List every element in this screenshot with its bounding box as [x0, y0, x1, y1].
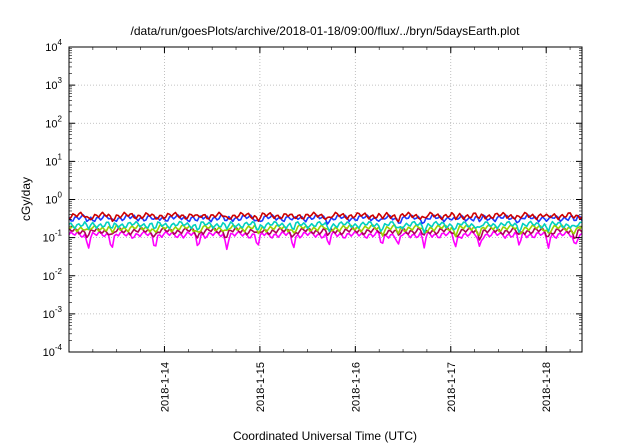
x-tick-label: 2018-1-16 — [350, 362, 362, 412]
y-tick-label: 102 — [45, 114, 62, 130]
x-tick-label: 2018-1-15 — [255, 362, 267, 412]
x-tick-label: 2018-1-18 — [541, 362, 553, 412]
chart-title: /data/run/goesPlots/archive/2018-01-18/0… — [131, 24, 521, 38]
plot-frame — [68, 46, 583, 353]
series-line — [68, 226, 583, 241]
series-line — [68, 220, 583, 234]
grid — [69, 47, 582, 352]
x-tick-label: 2018-1-14 — [159, 362, 171, 412]
y-tick-label: 100 — [45, 191, 62, 207]
series-line — [68, 211, 583, 223]
y-tick-label: 10-4 — [43, 343, 63, 359]
y-tick-label: 103 — [45, 76, 62, 92]
y-tick-label: 104 — [45, 38, 62, 54]
series-line — [68, 230, 583, 251]
y-tick-label: 10-1 — [43, 229, 63, 245]
y-tick-label: 10-3 — [43, 305, 63, 321]
x-axis-label: Coordinated Universal Time (UTC) — [233, 429, 417, 443]
x-tick-label: 2018-1-17 — [446, 362, 458, 412]
y-axis-label: cGy/day — [19, 177, 33, 221]
y-axis-ticks: 10-4 10-3 10-2 10-1 100 101 102 103 104 — [43, 38, 582, 359]
y-tick-label: 101 — [45, 152, 62, 168]
y-tick-label: 10-2 — [43, 267, 63, 283]
x-axis-ticks: 2018-1-14 2018-1-15 2018-1-16 2018-1-17 2018… — [68, 47, 571, 412]
series-lines — [68, 211, 583, 251]
